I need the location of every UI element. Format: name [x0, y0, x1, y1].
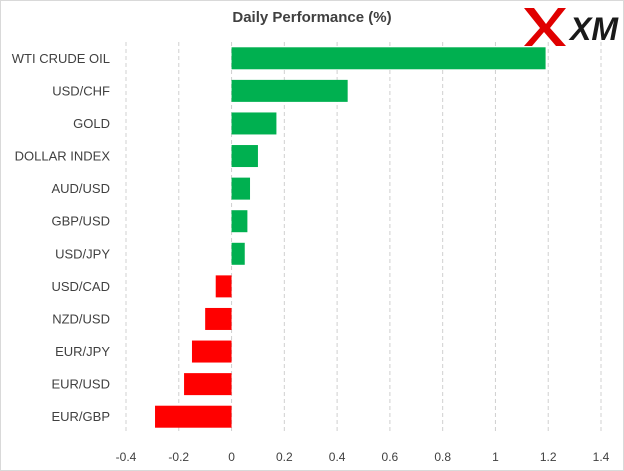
category-label: GBP/USD: [51, 214, 110, 229]
category-label: DOLLAR INDEX: [15, 149, 111, 164]
category-label: AUD/USD: [51, 181, 110, 196]
bar-usd-jpy: [231, 242, 245, 265]
bar-gbp-usd: [231, 210, 248, 233]
x-tick-label: 0: [228, 450, 235, 464]
x-tick-label: 0.4: [329, 450, 346, 464]
bar-aud-usd: [231, 177, 251, 200]
x-tick-label: 1: [492, 450, 499, 464]
logo-text: XM: [568, 11, 619, 47]
category-label: NZD/USD: [52, 311, 110, 326]
bar-eur-gbp: [155, 405, 232, 428]
bar-dollar-index: [231, 145, 258, 168]
category-label: USD/JPY: [55, 246, 110, 261]
chart-title: Daily Performance (%): [232, 9, 392, 26]
x-tick-labels: -0.4 -0.2 0 0.2 0.4 0.6 0.8 1 1.2 1.4: [116, 450, 610, 464]
category-label: EUR/GBP: [51, 409, 110, 424]
bar-usd-cad: [215, 275, 232, 298]
bar-eur-usd: [184, 373, 232, 396]
gridlines: [125, 42, 602, 433]
x-tick-label: 1.2: [540, 450, 557, 464]
category-labels: WTI CRUDE OIL USD/CHF GOLD DOLLAR INDEX AUD/…: [12, 51, 111, 424]
x-tick-label: 1.4: [593, 450, 610, 464]
bar-eur-jpy: [191, 340, 232, 363]
x-tick-label: 0.2: [276, 450, 293, 464]
bar-gold: [231, 112, 277, 135]
x-tick-label: -0.2: [168, 450, 189, 464]
x-tick-label: 0.8: [434, 450, 451, 464]
category-label: USD/CAD: [51, 279, 110, 294]
bar-nzd-usd: [205, 307, 232, 330]
x-tick-label: -0.4: [116, 450, 137, 464]
category-label: WTI CRUDE OIL: [12, 51, 110, 66]
x-tick-label: 0.6: [382, 450, 399, 464]
xm-logo-icon: XM: [524, 8, 619, 47]
bar-usd-chf: [231, 79, 348, 102]
category-label: EUR/JPY: [55, 344, 110, 359]
category-label: EUR/USD: [51, 377, 110, 392]
category-label: USD/CHF: [52, 83, 110, 98]
bars: [155, 47, 546, 428]
category-label: GOLD: [73, 116, 110, 131]
bar-wti-crude-oil: [231, 47, 546, 70]
